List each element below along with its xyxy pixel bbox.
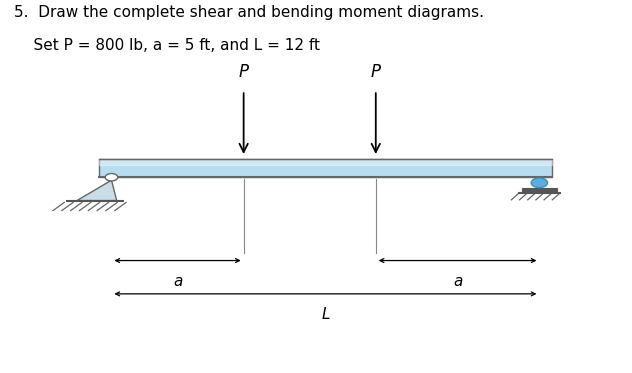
Text: L: L [321,307,330,322]
Polygon shape [77,180,117,201]
Text: P: P [239,63,248,81]
Text: a: a [173,273,182,288]
Text: Set P = 800 lb, a = 5 ft, and L = 12 ft: Set P = 800 lb, a = 5 ft, and L = 12 ft [14,38,320,53]
Text: 5.  Draw the complete shear and bending moment diagrams.: 5. Draw the complete shear and bending m… [14,5,484,20]
FancyBboxPatch shape [522,188,557,192]
Text: P: P [371,63,380,81]
Text: a: a [453,273,462,288]
Circle shape [105,173,118,181]
Circle shape [531,178,547,188]
FancyBboxPatch shape [99,159,552,177]
